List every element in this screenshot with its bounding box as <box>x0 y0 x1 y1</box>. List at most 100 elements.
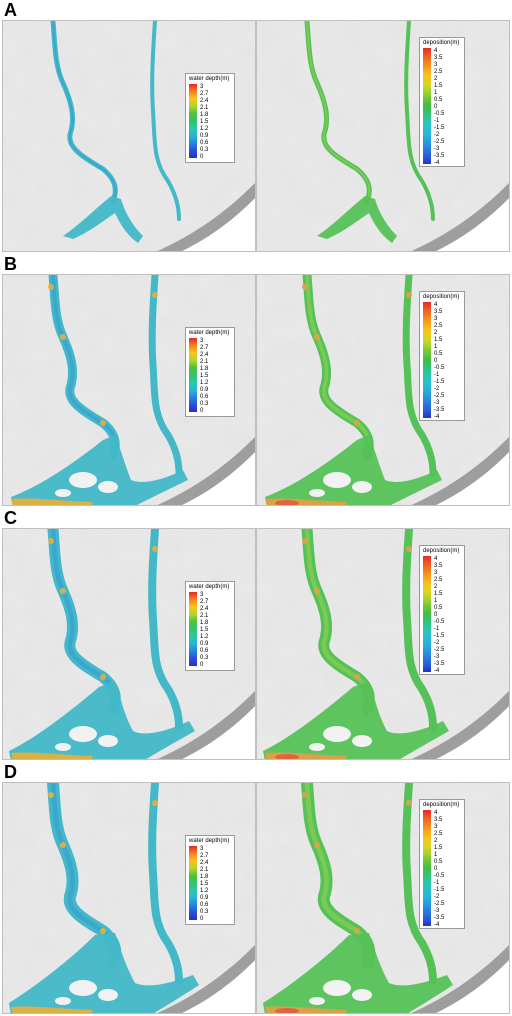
deposition-legend-title: deposition(m) <box>423 294 460 300</box>
fan-gap <box>309 743 325 751</box>
deposition-tick-label: -3.5 <box>434 661 445 667</box>
water-depth-panel: water depth(m) 3 2.7 2.4 2.1 1.8 1.5 1.2 0.9 0.6 0… <box>2 274 256 506</box>
deposition-tick-label: 3.5 <box>434 817 443 823</box>
deposition-tick-label: -1 <box>434 118 440 124</box>
fan-gap <box>55 743 71 751</box>
channel-hotspot <box>314 842 320 848</box>
deposit-peak <box>275 754 299 759</box>
fan-toe-high <box>11 498 93 505</box>
deposition-tick-label: 0.5 <box>434 859 443 865</box>
deposition-tick-label: 4 <box>434 810 438 816</box>
water-depth-tick-label: 0.6 <box>200 902 209 908</box>
deposit-fan <box>9 933 199 1013</box>
deposition-tick-label: 3 <box>434 824 438 830</box>
water-depth-tick-label: 2.7 <box>200 599 209 605</box>
terrain-edge <box>436 960 509 1013</box>
deposition-color-ramp <box>423 810 431 926</box>
water-depth-tick-label: 2.7 <box>200 853 209 859</box>
fan-gap <box>55 489 71 497</box>
deposition-tick-label: -0.5 <box>434 619 445 625</box>
deposition-tick-label: -2 <box>434 640 440 646</box>
water-depth-tick-label: 2.7 <box>200 345 209 351</box>
water-depth-tick-label: 2.4 <box>200 352 209 358</box>
water-depth-tick-label: 3 <box>200 846 204 852</box>
water-depth-tick-label: 1.5 <box>200 119 209 125</box>
water-depth-tick-label: 1.2 <box>200 634 209 640</box>
deposition-tick-label: -2.5 <box>434 901 445 907</box>
terrain-map <box>257 529 509 759</box>
water-depth-color-ramp <box>189 592 197 666</box>
terrain-map <box>257 21 509 251</box>
deposition-tick-label: 1 <box>434 344 438 350</box>
water-depth-tick-label: 1.8 <box>200 112 209 118</box>
flow-channel-right <box>148 783 183 985</box>
deposition-tick-label: -3.5 <box>434 153 445 159</box>
deposition-tick-label: 2.5 <box>434 831 443 837</box>
channel-hotspot <box>152 800 158 806</box>
deposition-color-ramp <box>423 302 431 418</box>
water-depth-legend: water depth(m) 3 2.7 2.4 2.1 1.8 1.5 1.2 0.9 0.6 0… <box>185 73 235 163</box>
water-depth-color-ramp <box>189 84 197 158</box>
terrain-edge <box>182 960 255 1013</box>
fan-gap <box>352 735 372 747</box>
terrain-edge <box>436 452 509 505</box>
deposition-tick-label: 0 <box>434 104 438 110</box>
flow-channel-core <box>52 21 117 202</box>
fan-gap <box>98 989 118 1001</box>
deposition-tick-label: 0 <box>434 612 438 618</box>
deposition-tick-label: -1.5 <box>434 379 445 385</box>
deposition-tick-label: 4 <box>434 556 438 562</box>
water-depth-panel: water depth(m) 3 2.7 2.4 2.1 1.8 1.5 1.2 0.9 0.6 0… <box>2 782 256 1014</box>
water-depth-legend-title: water depth(m) <box>189 584 230 590</box>
water-depth-tick-label: 0.9 <box>200 641 209 647</box>
flow-channel-core <box>306 21 371 202</box>
water-depth-tick-label: 2.1 <box>200 105 209 111</box>
deposition-tick-label: -3.5 <box>434 407 445 413</box>
fan-gap <box>69 726 97 742</box>
terrain-edge <box>182 452 255 505</box>
deposit-fan <box>317 196 397 243</box>
deposition-tick-label: -1.5 <box>434 125 445 131</box>
water-depth-tick-label: 0.3 <box>200 909 209 915</box>
deposition-tick-label: 0.5 <box>434 605 443 611</box>
deposition-legend-title: deposition(m) <box>423 548 460 554</box>
channel-hotspot <box>354 674 360 680</box>
terrain-edge <box>182 706 255 759</box>
deposition-tick-label: 0.5 <box>434 351 443 357</box>
terrain-texture <box>257 275 509 505</box>
channel-hotspot <box>100 674 106 680</box>
channel-hotspot <box>314 334 320 340</box>
water-depth-legend-title: water depth(m) <box>189 330 230 336</box>
water-depth-panel: water depth(m) 3 2.7 2.4 2.1 1.8 1.5 1.2 0.9 0.6 0… <box>2 20 256 252</box>
deposition-tick-label: 0.5 <box>434 97 443 103</box>
flow-channel-right <box>148 529 183 731</box>
channel-hotspot <box>48 284 54 290</box>
terrain-edge <box>182 198 255 251</box>
deposition-tick-label: -4 <box>434 922 440 928</box>
deposit-fan <box>263 933 453 1013</box>
flow-channel-right <box>402 275 437 477</box>
water-depth-tick-label: 1.8 <box>200 874 209 880</box>
fan-gap <box>55 997 71 1005</box>
deposition-tick-label: 1.5 <box>434 845 443 851</box>
deposition-tick-label: 1 <box>434 852 438 858</box>
channel-hotspot <box>406 292 412 298</box>
water-depth-color-ramp <box>189 846 197 920</box>
channel-hotspot <box>354 420 360 426</box>
deposition-tick-label: 3.5 <box>434 309 443 315</box>
row-label: A <box>4 0 17 20</box>
deposition-tick-label: -3 <box>434 908 440 914</box>
fan-gap <box>323 726 351 742</box>
water-depth-legend: water depth(m) 3 2.7 2.4 2.1 1.8 1.5 1.2 0.9 0.6 0… <box>185 581 235 671</box>
water-depth-tick-label: 0 <box>200 662 204 668</box>
water-depth-tick-label: 0.6 <box>200 140 209 146</box>
fan-gap <box>323 980 351 996</box>
flow-channel-right <box>150 21 181 221</box>
water-depth-tick-label: 3 <box>200 338 204 344</box>
flow-channel-right <box>402 783 437 985</box>
deposition-tick-label: 1.5 <box>434 337 443 343</box>
deposition-tick-label: -1 <box>434 626 440 632</box>
deposition-tick-label: 2 <box>434 838 438 844</box>
